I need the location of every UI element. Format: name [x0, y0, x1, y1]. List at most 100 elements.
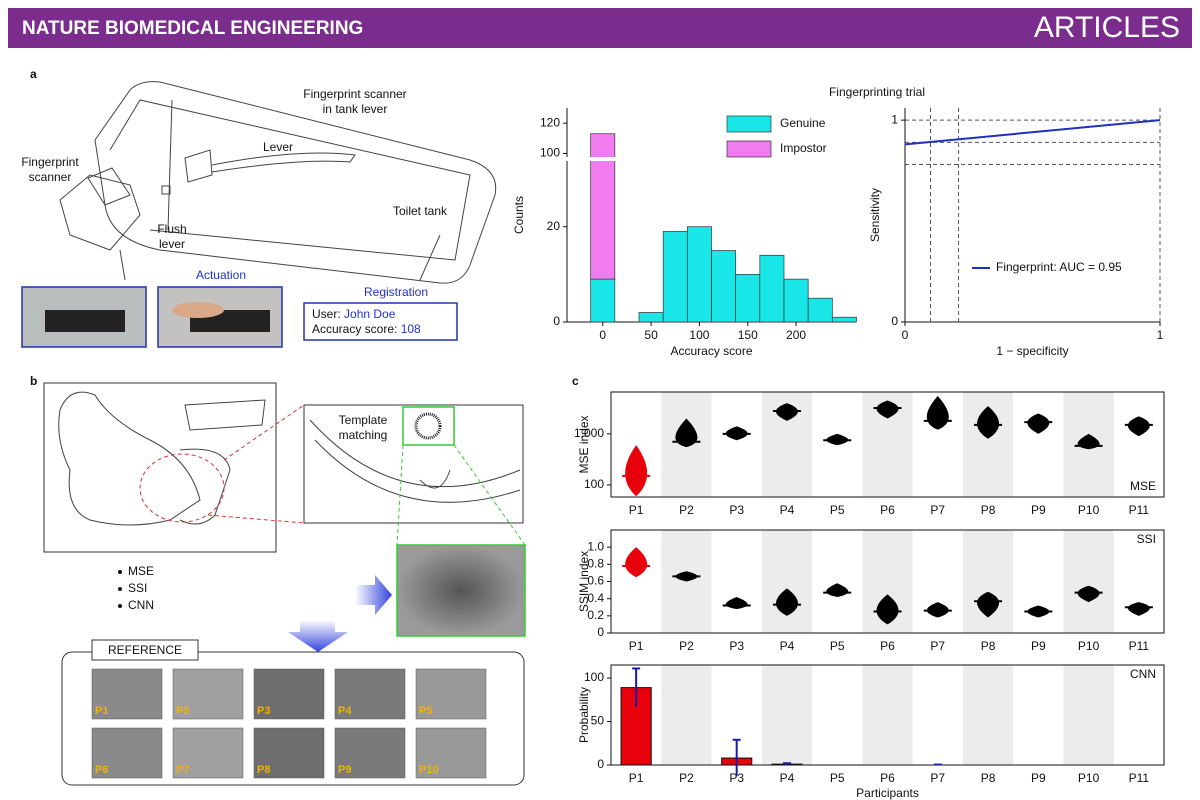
bar — [807, 297, 833, 323]
x-axis-label: 1 − specificity — [996, 344, 1068, 358]
swarm-body — [775, 588, 798, 616]
thumbnail-label: P9 — [338, 764, 351, 776]
y-tick-label: 20 — [547, 219, 561, 233]
thumbnail-label: P3 — [257, 705, 270, 717]
swarm-body — [1127, 602, 1150, 616]
x-tick-label: 150 — [738, 328, 758, 342]
zoom-line — [223, 404, 305, 461]
x-tick-label: P5 — [830, 771, 845, 785]
x-tick-label: P3 — [729, 771, 744, 785]
thumbnail-label: P10 — [419, 764, 439, 776]
chart-title: Fingerprinting trial — [829, 85, 925, 99]
plot-frame — [610, 391, 1165, 498]
bar — [590, 133, 616, 280]
y-tick-label: 1.0 — [587, 539, 604, 553]
x-tick-label: P3 — [729, 503, 744, 517]
method: CNN — [128, 598, 154, 612]
swarm-body — [977, 591, 1000, 618]
method: SSI — [128, 581, 147, 595]
callout: Fingerprint scanner — [303, 87, 406, 101]
bullet — [118, 587, 122, 591]
x-tick-label: P3 — [729, 639, 744, 653]
band-shade — [761, 665, 813, 765]
x-tick-label: P9 — [1031, 639, 1046, 653]
callout: scanner — [29, 170, 72, 184]
bar — [590, 278, 616, 323]
field-label: Accuracy score: — [312, 322, 397, 336]
y-tick-label: 1,000 — [574, 426, 604, 440]
thumbnail — [334, 668, 406, 720]
annotation: SSI — [1137, 532, 1156, 546]
x-tick-label: 0 — [599, 328, 606, 342]
swarm-body — [1127, 416, 1150, 437]
callout: in tank lever — [323, 102, 388, 116]
y-tick-label: 0 — [553, 314, 560, 328]
thumbnail — [253, 668, 325, 720]
zoom-line — [207, 514, 305, 524]
x-axis-label: Participants — [856, 786, 919, 800]
y-tick-label: 120 — [540, 115, 560, 129]
thumbnail-label: P2 — [176, 705, 189, 717]
registration-box — [303, 302, 458, 341]
x-tick-label: P9 — [1031, 771, 1046, 785]
section: ARTICLES — [1034, 11, 1180, 44]
swarm-body — [1027, 413, 1050, 434]
y-tick-label: 0 — [597, 757, 604, 771]
journal: NATURE BIOMEDICAL ENGINEERING — [22, 18, 363, 39]
plot-frame — [610, 664, 1165, 766]
field-value: 108 — [401, 322, 421, 336]
registration-line: User: John Doe — [312, 307, 396, 321]
thumbnail — [415, 727, 487, 779]
band-shade — [1063, 665, 1114, 765]
legend-label: Impostor — [780, 141, 827, 155]
swarm-body — [876, 400, 899, 419]
reference-label: REFERENCE — [108, 643, 182, 657]
y-axis-label: SSIM index — [577, 551, 591, 612]
y-tick-label: 50 — [591, 714, 605, 728]
thumbnail — [253, 727, 325, 779]
callout: Lever — [263, 140, 293, 154]
x-axis-label: Accuracy score — [670, 344, 752, 358]
thumbnail-label: P6 — [95, 764, 108, 776]
x-tick-label: 1 — [1157, 328, 1164, 342]
finger — [172, 302, 224, 318]
legend-swatch — [726, 140, 772, 158]
x-tick-label: 50 — [644, 328, 658, 342]
x-tick-label: P5 — [830, 503, 845, 517]
bullet — [118, 570, 122, 574]
x-tick-label: P11 — [1129, 639, 1150, 653]
field-label: User: — [312, 307, 341, 321]
x-tick-label: P8 — [981, 771, 996, 785]
x-tick-label: P6 — [880, 639, 895, 653]
y-tick-label: 0 — [597, 625, 604, 639]
thumbnail — [172, 727, 244, 779]
x-tick-label: P10 — [1078, 771, 1100, 785]
y-tick-label: 0.8 — [587, 557, 604, 571]
actuation-label: Actuation — [196, 268, 246, 282]
x-tick-label: 0 — [902, 328, 909, 342]
swarm-body — [625, 547, 648, 578]
x-tick-label: P7 — [930, 771, 945, 785]
callout: Flush — [157, 222, 186, 236]
panel-label: c — [572, 374, 579, 388]
header-bar — [8, 8, 1192, 48]
swarm-body — [926, 396, 949, 430]
y-axis-label: MSE index — [577, 415, 591, 473]
x-tick-label: P10 — [1078, 639, 1100, 653]
tank-sketch — [59, 81, 497, 284]
template-label: matching — [339, 428, 388, 442]
method: MSE — [128, 564, 154, 578]
x-tick-label: P4 — [780, 639, 795, 653]
y-tick-label: 100 — [540, 146, 560, 160]
y-tick-label: 0.2 — [587, 608, 604, 622]
thumbnail — [172, 668, 244, 720]
thumbnail-label: P7 — [176, 764, 189, 776]
swarm-body — [977, 406, 1000, 439]
x-tick-label: P2 — [679, 503, 694, 517]
y-tick-label: 0.6 — [587, 574, 604, 588]
y-tick-label: 0.4 — [587, 591, 604, 605]
x-tick-label: P1 — [629, 503, 644, 517]
y-axis-label: Counts — [512, 196, 526, 234]
legend-label: Fingerprint: AUC = 0.95 — [996, 260, 1122, 274]
